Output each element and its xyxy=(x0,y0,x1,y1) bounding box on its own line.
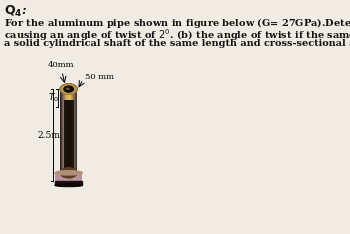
Bar xyxy=(72,173,73,181)
Bar xyxy=(68,100,69,172)
Bar xyxy=(62,173,63,181)
Bar xyxy=(56,173,57,181)
Bar xyxy=(68,173,69,181)
Bar xyxy=(67,100,68,172)
Ellipse shape xyxy=(62,85,75,93)
Text: For the aluminum pipe shown in figure below (G= 27GPa).Determine (a) The torque : For the aluminum pipe shown in figure be… xyxy=(4,16,350,30)
Ellipse shape xyxy=(63,86,74,92)
Bar xyxy=(79,173,80,181)
Ellipse shape xyxy=(60,84,77,94)
Ellipse shape xyxy=(62,85,75,93)
Bar xyxy=(68,100,69,172)
Text: $\mathbf{Q_4}$:: $\mathbf{Q_4}$: xyxy=(4,4,27,19)
Ellipse shape xyxy=(64,86,74,92)
Ellipse shape xyxy=(63,85,75,93)
Bar xyxy=(74,173,75,181)
Ellipse shape xyxy=(64,86,74,92)
Ellipse shape xyxy=(61,84,76,94)
Ellipse shape xyxy=(62,85,75,93)
Bar xyxy=(73,173,74,181)
Bar xyxy=(71,100,72,172)
Text: causing an angle of twist of $2^0$. (b) the angle of twist if the same torque $T: causing an angle of twist of $2^0$. (b) … xyxy=(4,27,350,43)
Text: 40mm: 40mm xyxy=(47,61,74,69)
Bar xyxy=(77,173,78,181)
Ellipse shape xyxy=(63,86,74,93)
Ellipse shape xyxy=(64,86,74,92)
Ellipse shape xyxy=(63,85,75,93)
Ellipse shape xyxy=(55,184,82,186)
Ellipse shape xyxy=(63,86,74,92)
Bar xyxy=(72,100,73,172)
Ellipse shape xyxy=(63,86,74,92)
Bar xyxy=(78,173,79,181)
Text: 2.5m: 2.5m xyxy=(37,131,60,139)
Bar xyxy=(69,100,70,172)
Ellipse shape xyxy=(62,85,76,94)
Bar xyxy=(75,173,76,181)
Bar xyxy=(70,173,71,181)
Ellipse shape xyxy=(62,85,75,93)
Ellipse shape xyxy=(61,84,76,94)
Ellipse shape xyxy=(61,84,76,94)
Text: a solid cylindrical shaft of the same length and cross-sectional area.: a solid cylindrical shaft of the same le… xyxy=(4,39,350,48)
Ellipse shape xyxy=(61,84,77,94)
Ellipse shape xyxy=(62,85,76,93)
Bar xyxy=(78,173,79,181)
Bar xyxy=(64,100,65,172)
Ellipse shape xyxy=(61,85,76,94)
Ellipse shape xyxy=(66,88,69,89)
Ellipse shape xyxy=(61,84,77,94)
Bar xyxy=(57,173,58,181)
Ellipse shape xyxy=(63,86,74,92)
Bar xyxy=(65,173,66,181)
Bar xyxy=(65,100,66,172)
Bar xyxy=(71,100,72,172)
Ellipse shape xyxy=(64,86,74,92)
Bar xyxy=(70,100,71,172)
Ellipse shape xyxy=(60,84,77,94)
Bar xyxy=(63,173,64,181)
Bar xyxy=(66,173,67,181)
Ellipse shape xyxy=(63,86,74,93)
Bar xyxy=(71,173,72,181)
Ellipse shape xyxy=(63,85,75,93)
Ellipse shape xyxy=(61,84,76,94)
Ellipse shape xyxy=(61,84,77,94)
Bar xyxy=(79,173,80,181)
Bar xyxy=(61,173,62,181)
Bar xyxy=(59,173,60,181)
Ellipse shape xyxy=(60,168,77,178)
Bar xyxy=(55,181,82,185)
Bar xyxy=(64,100,65,172)
Ellipse shape xyxy=(62,85,76,93)
Bar xyxy=(80,173,81,181)
Ellipse shape xyxy=(60,84,77,94)
Ellipse shape xyxy=(63,85,75,93)
Ellipse shape xyxy=(62,85,75,93)
Bar xyxy=(64,173,65,181)
Bar xyxy=(58,173,59,181)
Ellipse shape xyxy=(62,85,76,93)
Text: $T_0$: $T_0$ xyxy=(48,92,59,104)
Ellipse shape xyxy=(62,85,76,93)
Bar xyxy=(67,173,68,181)
Bar xyxy=(65,100,66,172)
Bar xyxy=(55,173,56,181)
Ellipse shape xyxy=(64,86,74,92)
Bar xyxy=(81,173,82,181)
Ellipse shape xyxy=(61,84,77,94)
Text: 50 mm: 50 mm xyxy=(85,73,113,81)
Bar xyxy=(80,173,81,181)
Ellipse shape xyxy=(61,84,76,94)
Bar xyxy=(60,173,61,181)
Ellipse shape xyxy=(63,85,75,93)
Ellipse shape xyxy=(62,85,75,93)
Bar xyxy=(69,173,70,181)
Bar xyxy=(76,173,77,181)
Ellipse shape xyxy=(61,84,77,94)
Ellipse shape xyxy=(62,85,76,93)
Ellipse shape xyxy=(55,171,82,175)
Bar xyxy=(66,100,67,172)
